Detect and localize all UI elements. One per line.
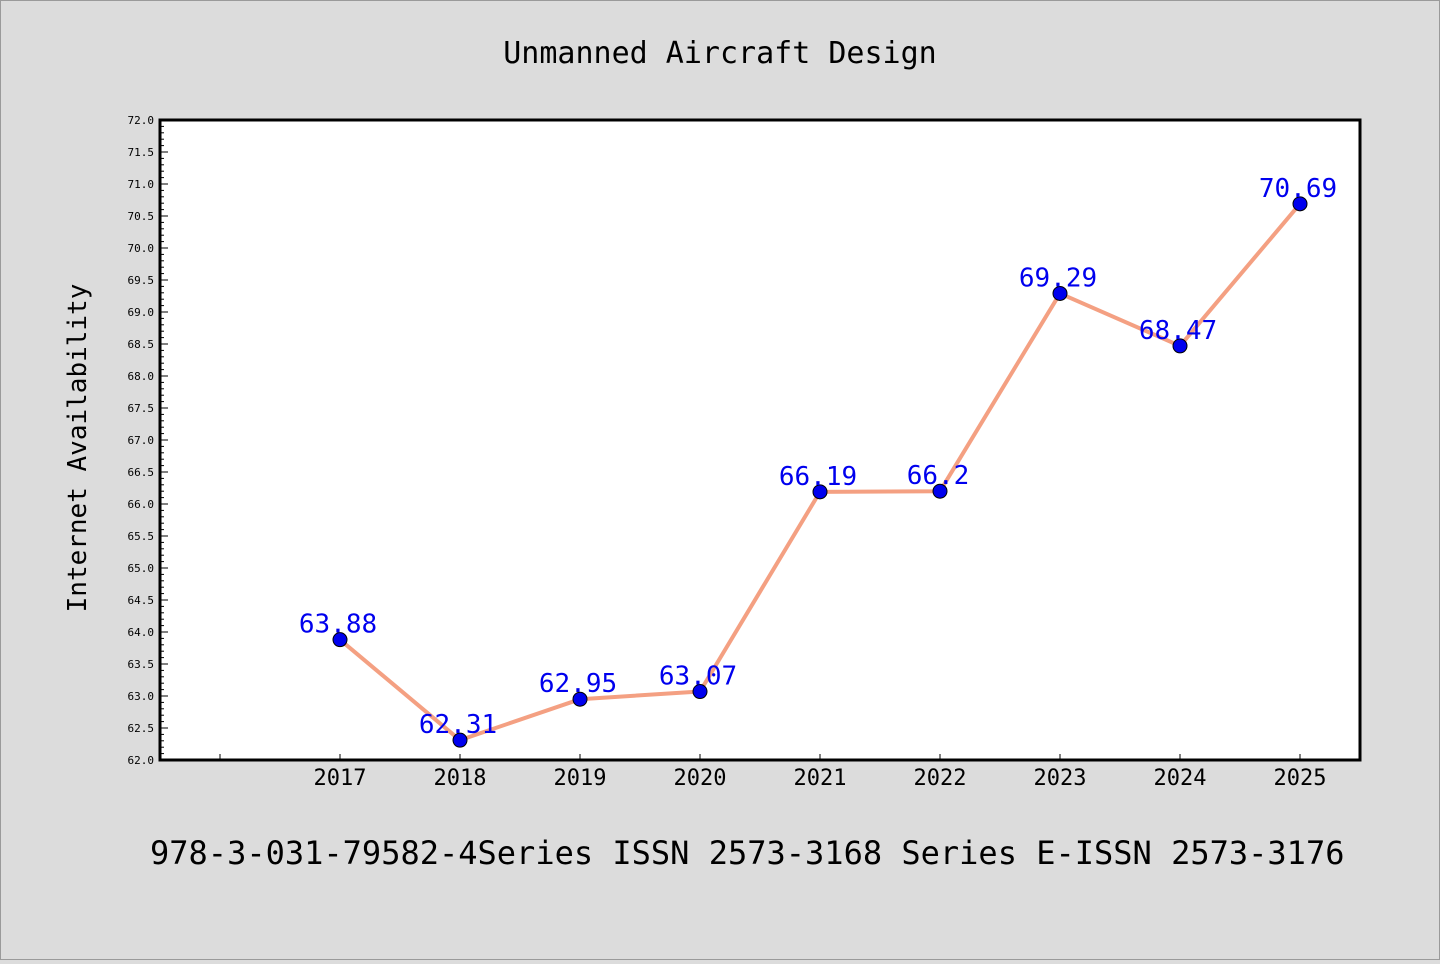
y-tick-label: 63.5: [128, 658, 155, 671]
plot-area: [160, 120, 1360, 760]
y-tick-label: 65.5: [128, 530, 155, 543]
y-tick-label: 62.0: [128, 754, 155, 767]
x-tick-label: 2024: [1154, 766, 1207, 791]
chart-title: Unmanned Aircraft Design: [503, 36, 936, 71]
x-tick-label: 2017: [314, 766, 367, 791]
x-tick-label: 2023: [1034, 766, 1087, 791]
data-label: 63.88: [299, 610, 377, 640]
y-tick-label: 64.0: [128, 626, 155, 639]
series-layer: [332, 196, 1308, 748]
x-axis: 2017 2018 2019 2020 2021 2022 2023 2024 2025: [219, 754, 1327, 791]
data-point: [572, 691, 588, 707]
y-tick-label: 72.0: [128, 114, 155, 127]
data-point: [932, 483, 948, 499]
y-tick-label: 62.5: [128, 722, 155, 735]
x-tick-label: 2025: [1274, 766, 1327, 791]
data-point: [1172, 338, 1188, 354]
y-tick-label: 70.5: [128, 210, 155, 223]
data-point: [1292, 196, 1308, 212]
x-tick-label: 2019: [554, 766, 607, 791]
data-label: 66.2: [907, 461, 970, 491]
plot-frame: [158, 118, 1362, 762]
isbn-issn-footer: 978-3-031-79582-4Series ISSN 2573-3168 S…: [150, 834, 1345, 872]
x-tick-label: 2018: [434, 766, 487, 791]
y-tick-label: 71.5: [128, 146, 155, 159]
data-label: 62.95: [539, 669, 617, 699]
y-tick-label: 67.5: [128, 402, 155, 415]
y-tick-label: 65.0: [128, 562, 155, 575]
y-tick-label: 68.5: [128, 338, 155, 351]
data-point: [692, 684, 708, 700]
data-label: 62.31: [419, 710, 497, 740]
y-tick-label: 69.0: [128, 306, 155, 319]
data-point: [1052, 285, 1068, 301]
y-tick-label: 69.5: [128, 274, 155, 287]
data-label: 63.07: [659, 662, 737, 692]
x-tick-label: 2020: [674, 766, 727, 791]
data-label: 68.47: [1139, 316, 1217, 346]
y-tick-label: 66.0: [128, 498, 155, 511]
data-point: [332, 632, 348, 648]
y-tick-label: 66.5: [128, 466, 155, 479]
data-label-layer: 63.88 62.31 62.95 63.07 66.19 66.2 69.29 68.47 7…: [299, 174, 1337, 740]
data-label: 70.69: [1259, 174, 1337, 204]
y-axis-label: Internet Availability: [63, 284, 93, 613]
data-point: [812, 484, 828, 500]
x-tick-label: 2022: [914, 766, 967, 791]
data-label: 66.19: [779, 462, 857, 492]
x-tick-label: 2021: [794, 766, 847, 791]
y-tick-label: 67.0: [128, 434, 155, 447]
y-tick-label: 64.5: [128, 594, 155, 607]
y-axis: 62.0 62.5 63.0 63.5 64.0 64.5 65.0 65.5 66.0 66.5…: [128, 114, 168, 767]
y-tick-label: 70.0: [128, 242, 155, 255]
data-point: [452, 732, 468, 748]
data-label: 69.29: [1019, 263, 1097, 293]
y-tick-label: 68.0: [128, 370, 155, 383]
y-tick-label: 63.0: [128, 690, 155, 703]
y-tick-label: 71.0: [128, 178, 155, 191]
